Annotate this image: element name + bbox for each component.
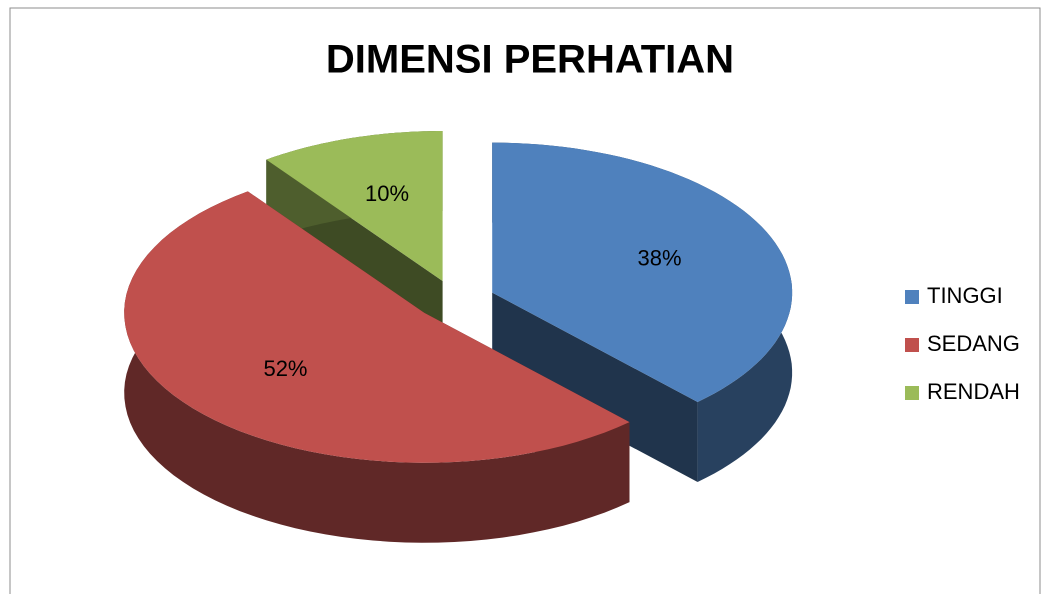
slice xyxy=(124,191,630,463)
data-label: 38% xyxy=(638,245,682,270)
slice-side xyxy=(492,292,698,482)
chart-title: DIMENSI PERHATIAN xyxy=(326,38,734,82)
legend-swatch xyxy=(905,338,919,352)
legend-swatch xyxy=(905,386,919,400)
legend-label: RENDAH xyxy=(927,379,1020,404)
legend-swatch xyxy=(905,290,919,304)
legend-label: SEDANG xyxy=(927,331,1020,356)
legend-label: TINGGI xyxy=(927,283,1003,308)
slice xyxy=(266,131,443,281)
slice-wall xyxy=(124,191,630,543)
data-label: 10% xyxy=(365,181,409,206)
data-label: 52% xyxy=(263,356,307,381)
slice xyxy=(492,142,793,402)
